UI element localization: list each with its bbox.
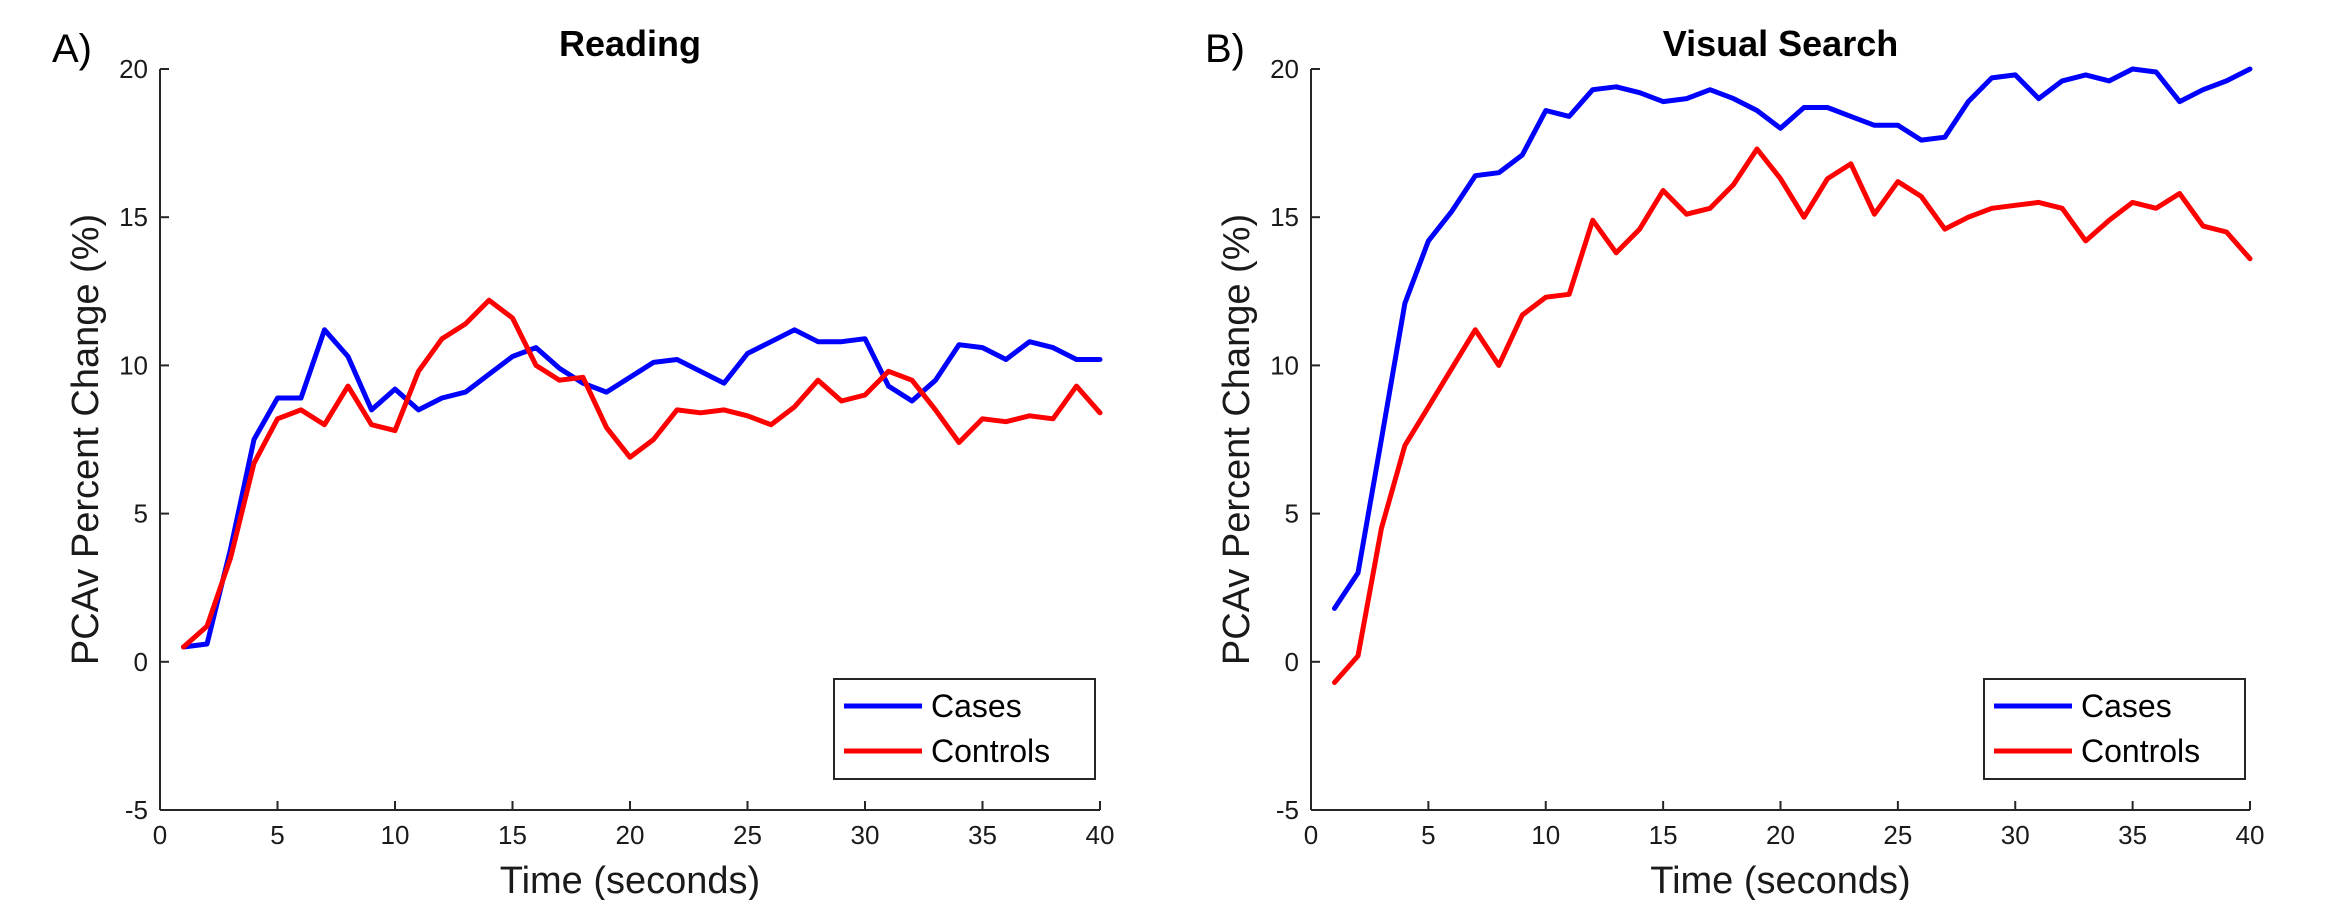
x-tick-label: 5 — [1421, 820, 1435, 850]
x-tick-label: 20 — [616, 820, 645, 850]
y-tick-label: 10 — [1270, 350, 1299, 380]
series-line-controls — [1332, 146, 2253, 685]
legend: Cases Controls — [1983, 678, 2246, 780]
y-axis-label: PCAv Percent Change (%) — [65, 214, 107, 665]
series-line-cases — [1332, 66, 2253, 611]
x-tick-label: 10 — [1531, 820, 1560, 850]
x-axis-label: Time (seconds) — [500, 860, 760, 900]
x-tick-label: 25 — [733, 820, 762, 850]
panel-letter: B) — [1205, 27, 1245, 71]
y-tick-label: 0 — [134, 647, 148, 677]
chart-title: Reading — [559, 23, 701, 64]
legend-box — [1983, 678, 2246, 780]
legend: Cases Controls — [833, 678, 1096, 780]
x-tick-label: 0 — [1304, 820, 1318, 850]
y-tick-label: -5 — [1276, 795, 1299, 825]
x-tick-label: 15 — [498, 820, 527, 850]
x-tick-label: 35 — [2118, 820, 2147, 850]
x-tick-label: 15 — [1649, 820, 1678, 850]
y-tick-label: 15 — [1270, 202, 1299, 232]
y-tick-label: -5 — [125, 795, 148, 825]
chart-title: Visual Search — [1663, 23, 1898, 64]
legend-label-cases: Cases — [2081, 688, 2172, 724]
y-tick-label: 5 — [134, 499, 148, 529]
y-tick-label: 20 — [119, 54, 148, 84]
series-line-controls — [181, 297, 1103, 650]
x-axis-label: Time (seconds) — [1650, 860, 1910, 900]
x-tick-label: 20 — [1766, 820, 1795, 850]
legend-label-cases: Cases — [931, 688, 1022, 724]
x-tick-label: 0 — [153, 820, 167, 850]
y-axis-label: PCAv Percent Change (%) — [1216, 214, 1258, 665]
panel-letter: A) — [52, 27, 92, 71]
legend-box — [833, 678, 1096, 780]
y-tick-label: 15 — [119, 202, 148, 232]
y-tick-label: 20 — [1270, 54, 1299, 84]
x-tick-label: 40 — [1086, 820, 1115, 850]
x-tick-label: 35 — [968, 820, 997, 850]
x-tick-label: 10 — [381, 820, 410, 850]
x-tick-label: 30 — [2001, 820, 2030, 850]
legend-label-controls: Controls — [2081, 733, 2200, 769]
y-tick-label: 0 — [1285, 647, 1299, 677]
y-tick-label: 10 — [119, 350, 148, 380]
x-tick-label: 5 — [270, 820, 284, 850]
x-tick-label: 25 — [1883, 820, 1912, 850]
series-line-cases — [181, 327, 1103, 650]
x-tick-label: 30 — [851, 820, 880, 850]
y-tick-label: 5 — [1285, 499, 1299, 529]
x-tick-label: 40 — [2236, 820, 2265, 850]
legend-label-controls: Controls — [931, 733, 1050, 769]
